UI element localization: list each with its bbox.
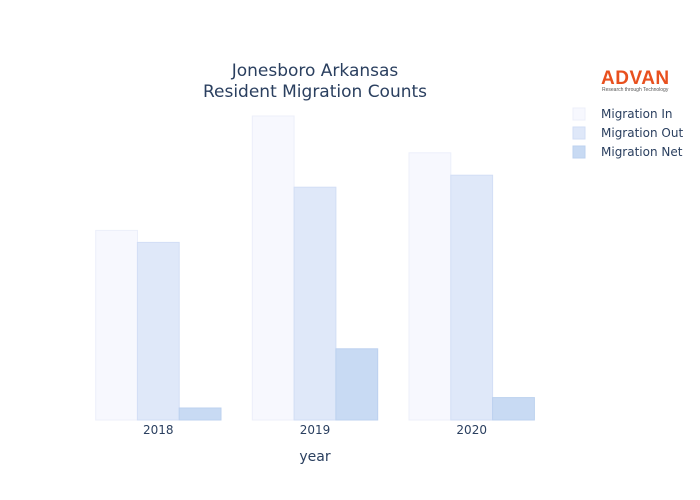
logo-text: ADVAN	[601, 68, 670, 89]
bar-migration-in-2018[interactable]	[95, 229, 138, 421]
bar-migration-in-2020[interactable]	[408, 152, 452, 421]
x-axis-title: year	[299, 449, 330, 465]
legend-item-migration-in[interactable]: Migration In	[572, 107, 673, 121]
x-tick-label: 2019	[300, 423, 331, 437]
chart-title-line-1: Jonesboro Arkansas	[231, 61, 399, 81]
bar-migration-net-2020[interactable]	[492, 397, 535, 421]
legend: Migration In Migration Out Migration Net	[572, 107, 683, 159]
logo-tagline: Research through Technology	[602, 87, 669, 93]
chart-title-line-2: Resident Migration Counts	[203, 82, 427, 102]
x-tick-label: 2018	[143, 423, 174, 437]
bar-migration-out-2020[interactable]	[450, 174, 494, 421]
legend-swatch	[572, 107, 586, 121]
bar-migration-net-2018[interactable]	[178, 407, 222, 421]
legend-label: Migration Out	[601, 126, 683, 140]
bar-migration-out-2019[interactable]	[293, 186, 337, 421]
x-tick-label: 2020	[456, 423, 487, 437]
bar-migration-net-2019[interactable]	[335, 348, 379, 421]
advan-logo: ADVAN Research through Technology	[601, 68, 670, 93]
legend-swatch	[572, 126, 586, 140]
bars-layer	[95, 115, 535, 421]
legend-item-migration-out[interactable]: Migration Out	[572, 126, 683, 140]
bar-migration-in-2019[interactable]	[251, 115, 295, 421]
legend-label: Migration Net	[601, 145, 683, 159]
bar-migration-out-2018[interactable]	[136, 241, 180, 421]
legend-item-migration-net[interactable]: Migration Net	[572, 145, 683, 159]
x-axis-ticks: 2018 2019 2020	[143, 423, 487, 437]
legend-swatch	[572, 145, 586, 159]
legend-label: Migration In	[601, 107, 673, 121]
